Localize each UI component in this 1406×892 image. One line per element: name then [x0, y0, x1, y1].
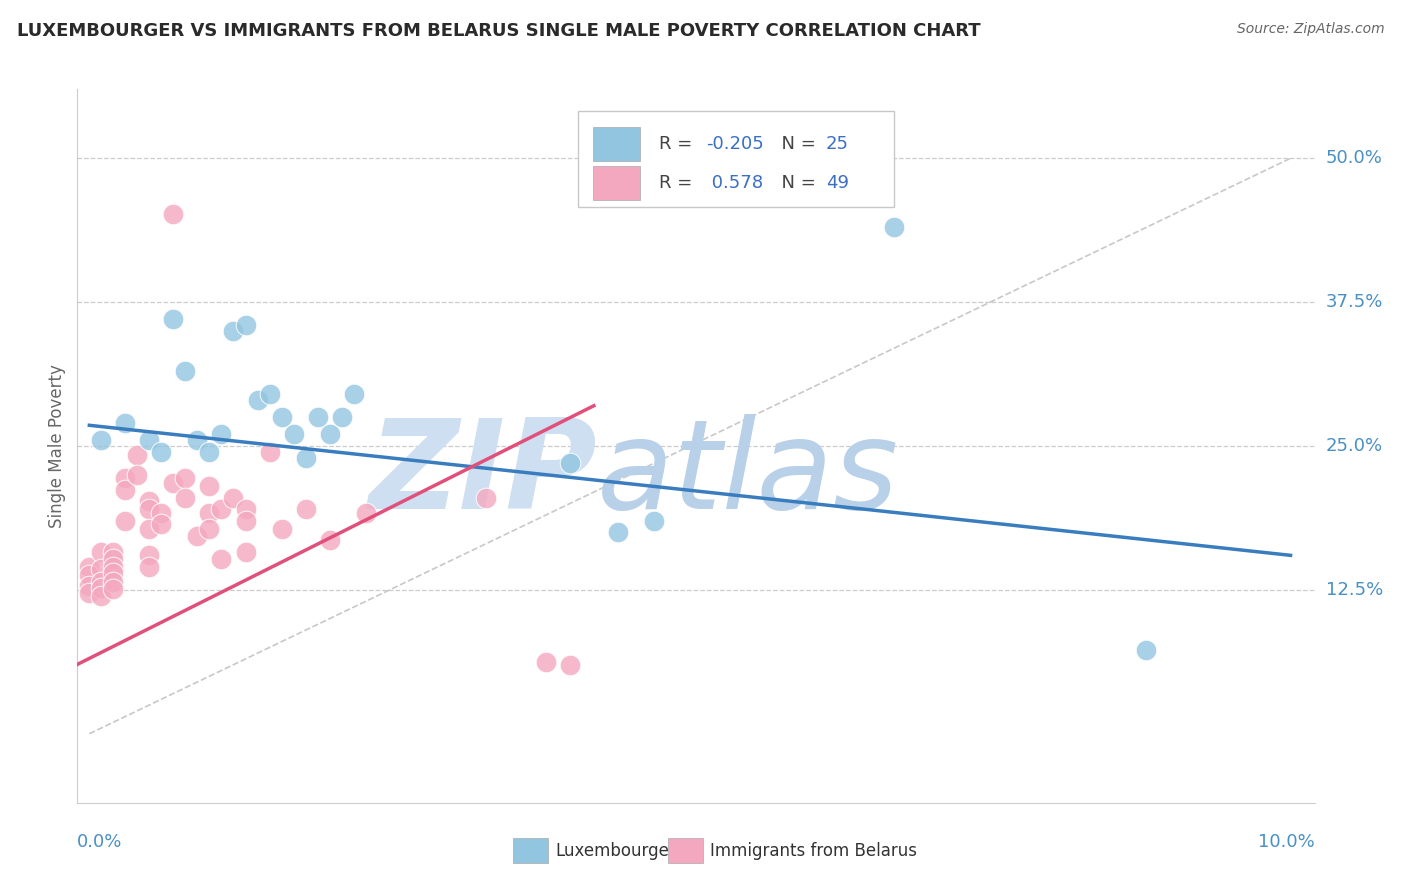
Point: [114, 471, 136, 485]
Point: [174, 491, 197, 505]
Point: [235, 545, 257, 559]
Point: [259, 387, 281, 401]
Point: [318, 427, 340, 442]
Point: [294, 450, 316, 465]
Point: [90, 545, 112, 559]
Point: [127, 467, 149, 482]
Text: Immigrants from Belarus: Immigrants from Belarus: [710, 842, 917, 860]
Point: [90, 589, 112, 603]
Point: [1135, 642, 1157, 657]
Point: [283, 427, 305, 442]
Point: [138, 549, 160, 563]
Point: [211, 551, 233, 566]
Point: [162, 206, 184, 220]
Point: [198, 522, 221, 536]
Point: [307, 410, 329, 425]
Point: [558, 456, 581, 470]
Point: [138, 494, 160, 508]
Point: [79, 568, 101, 582]
Point: [211, 502, 233, 516]
Point: [235, 318, 257, 333]
Bar: [593, 127, 640, 161]
Point: [90, 562, 112, 576]
Point: [138, 522, 160, 536]
Text: 0.578: 0.578: [706, 174, 763, 192]
Point: [643, 514, 665, 528]
Point: [103, 582, 125, 596]
Point: [186, 529, 208, 543]
Point: [235, 502, 257, 516]
Point: [606, 525, 628, 540]
Text: N =: N =: [770, 174, 821, 192]
Point: [138, 559, 160, 574]
Point: [162, 475, 184, 490]
Text: ZIP: ZIP: [368, 414, 598, 535]
Point: [138, 502, 160, 516]
Point: [222, 324, 245, 338]
Point: [90, 581, 112, 595]
Text: 37.5%: 37.5%: [1326, 293, 1384, 311]
Point: [198, 444, 221, 458]
Text: 12.5%: 12.5%: [1326, 581, 1384, 599]
Text: Source: ZipAtlas.com: Source: ZipAtlas.com: [1237, 22, 1385, 37]
Text: 50.0%: 50.0%: [1326, 149, 1382, 168]
Point: [222, 491, 245, 505]
Point: [294, 502, 316, 516]
Point: [534, 656, 557, 670]
Point: [259, 444, 281, 458]
Point: [103, 545, 125, 559]
Point: [103, 551, 125, 566]
Point: [103, 559, 125, 574]
Text: 0.0%: 0.0%: [77, 833, 122, 851]
Point: [330, 410, 353, 425]
Point: [127, 448, 149, 462]
Text: atlas: atlas: [598, 414, 898, 535]
Point: [318, 533, 340, 548]
Text: 10.0%: 10.0%: [1258, 833, 1315, 851]
Point: [343, 387, 366, 401]
FancyBboxPatch shape: [578, 111, 894, 207]
Point: [114, 483, 136, 497]
Point: [883, 220, 905, 235]
Text: Luxembourgers: Luxembourgers: [555, 842, 685, 860]
Point: [186, 434, 208, 448]
Bar: [593, 166, 640, 200]
Point: [558, 657, 581, 672]
Point: [150, 506, 173, 520]
Text: LUXEMBOURGER VS IMMIGRANTS FROM BELARUS SINGLE MALE POVERTY CORRELATION CHART: LUXEMBOURGER VS IMMIGRANTS FROM BELARUS …: [17, 22, 980, 40]
Text: -0.205: -0.205: [706, 136, 763, 153]
Point: [174, 364, 197, 378]
Text: 25: 25: [825, 136, 849, 153]
Point: [90, 574, 112, 589]
Text: 25.0%: 25.0%: [1326, 437, 1384, 455]
Y-axis label: Single Male Poverty: Single Male Poverty: [48, 364, 66, 528]
Text: N =: N =: [770, 136, 821, 153]
Text: R =: R =: [659, 136, 697, 153]
Point: [235, 514, 257, 528]
Point: [211, 427, 233, 442]
Point: [270, 410, 292, 425]
Point: [246, 392, 269, 407]
Point: [150, 444, 173, 458]
Point: [103, 574, 125, 589]
Point: [79, 579, 101, 593]
Text: 49: 49: [825, 174, 849, 192]
Point: [114, 416, 136, 430]
Point: [138, 434, 160, 448]
Point: [103, 566, 125, 580]
Point: [198, 479, 221, 493]
Point: [79, 559, 101, 574]
Point: [354, 506, 377, 520]
Point: [474, 491, 496, 505]
Point: [114, 514, 136, 528]
Point: [198, 506, 221, 520]
Point: [270, 522, 292, 536]
Text: R =: R =: [659, 174, 697, 192]
Point: [174, 471, 197, 485]
Point: [90, 434, 112, 448]
Point: [79, 586, 101, 600]
Point: [162, 312, 184, 326]
Point: [150, 517, 173, 532]
